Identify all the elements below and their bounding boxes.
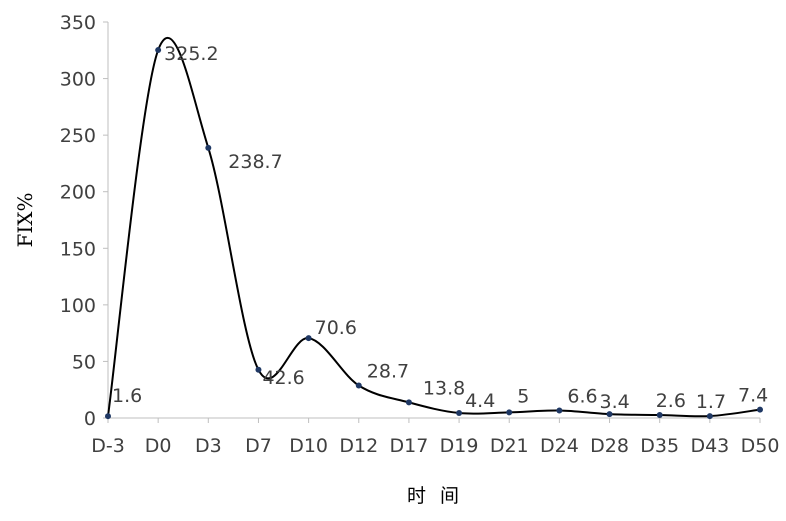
x-tick-label: D17: [390, 435, 429, 457]
data-labels: 1.6 325.2 238.7 42.6 70.6 28.7 13.84.4 5 6.6 3.4 2…: [112, 43, 768, 413]
data-label: 70.6: [315, 317, 357, 339]
data-point: [355, 382, 362, 389]
x-tick-label: D21: [490, 435, 529, 457]
data-point: [155, 47, 162, 54]
series-group: [105, 37, 763, 420]
data-point: [205, 144, 212, 151]
data-label: 4.4: [465, 390, 495, 412]
data-point: [606, 411, 613, 418]
data-point: [405, 399, 412, 406]
x-tick-label: D3: [195, 435, 222, 457]
data-label: 325.2: [164, 43, 218, 65]
data-label: 1.6: [112, 385, 142, 407]
x-tick-label: D35: [640, 435, 679, 457]
x-tick-label: D0: [145, 435, 172, 457]
data-label: 3.4: [600, 391, 630, 413]
y-axis: 0 50 100 150 200 250 300 350: [60, 12, 109, 430]
data-point: [506, 409, 513, 416]
data-label: 13.8: [423, 377, 465, 399]
y-axis-title: FIX%: [13, 192, 37, 247]
data-label: 1.7: [696, 391, 726, 413]
y-tick-label: 350: [60, 12, 96, 34]
data-point: [305, 335, 312, 342]
data-label: 5: [517, 385, 529, 407]
data-label: 28.7: [367, 361, 409, 383]
x-tick-label: D50: [741, 435, 780, 457]
x-tick-label: D24: [540, 435, 579, 457]
x-tick-label: D10: [289, 435, 328, 457]
x-tick-label: D43: [690, 435, 729, 457]
data-point: [757, 406, 763, 413]
data-point: [706, 413, 713, 420]
data-label: 238.7: [228, 151, 282, 173]
series-line: [107, 37, 761, 418]
y-tick-label: 250: [60, 125, 96, 147]
y-tick-label: 200: [60, 182, 96, 204]
data-point: [255, 366, 262, 373]
x-tick-label: D12: [339, 435, 378, 457]
y-tick-label: 100: [60, 295, 96, 317]
data-label: 2.6: [656, 390, 686, 412]
x-tick-label: D7: [245, 435, 272, 457]
data-point: [656, 412, 663, 419]
data-label: 42.6: [262, 367, 304, 389]
y-tick-label: 150: [60, 238, 96, 260]
x-tick-label: D28: [590, 435, 629, 457]
x-tick-label: D19: [440, 435, 479, 457]
x-tick-label: D-3: [91, 435, 125, 457]
data-point: [456, 410, 463, 417]
data-label: 7.4: [738, 385, 768, 407]
data-point: [105, 413, 111, 420]
data-point: [556, 407, 563, 414]
data-label: 6.6: [567, 386, 597, 408]
y-tick-label: 0: [84, 408, 96, 430]
x-axis: D-3 D0 D3 D7 D10 D12 D17 D19 D21 D24 D28 D35 D43 D50: [91, 417, 780, 457]
y-tick-label: 300: [60, 69, 96, 91]
y-tick-label: 50: [72, 351, 96, 373]
x-axis-title: 时间: [407, 485, 473, 507]
